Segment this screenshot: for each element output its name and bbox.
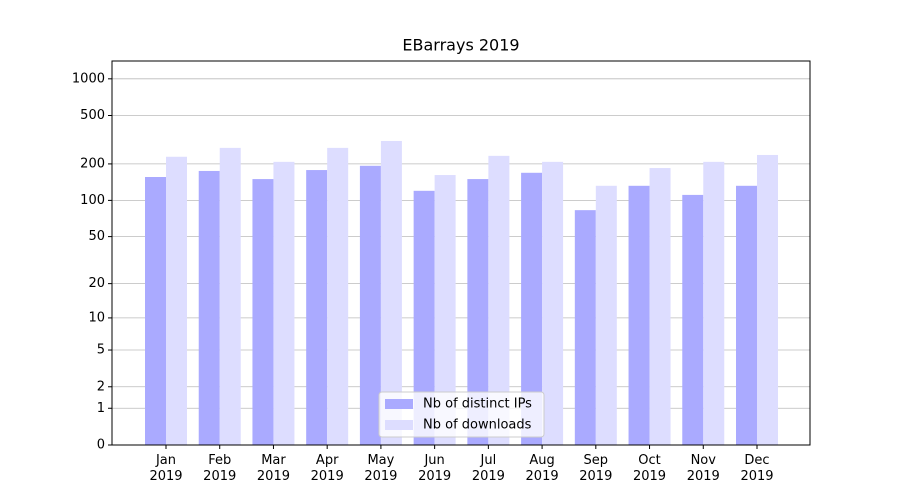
- chart-title: EBarrays 2019: [402, 36, 519, 55]
- bar: [649, 168, 671, 445]
- y-tick-label: 200: [80, 156, 105, 171]
- bar: [628, 185, 650, 445]
- x-tick-label: Sep 2019: [579, 453, 613, 484]
- bar: [198, 170, 220, 446]
- legend-label: Nb of downloads: [423, 418, 532, 433]
- plot-frame: [111, 60, 811, 446]
- y-tick-label: 1: [97, 401, 105, 416]
- bar: [273, 161, 295, 445]
- x-tick-label: Mar 2019: [256, 453, 290, 484]
- x-tick-label: Oct 2019: [632, 453, 667, 484]
- bar: [467, 179, 489, 445]
- bar: [574, 210, 596, 445]
- bar: [703, 161, 725, 445]
- y-tick-label: 50: [88, 229, 105, 244]
- x-tick-label: Jan 2019: [149, 453, 183, 484]
- bar: [145, 177, 166, 445]
- bar: [359, 165, 381, 446]
- y-tick-label: 2: [97, 379, 105, 394]
- x-tick-label: Nov 2019: [686, 453, 720, 484]
- bar: [166, 156, 187, 445]
- bar: [736, 185, 757, 445]
- y-tick-label: 100: [80, 193, 105, 208]
- y-tick-label: 0: [97, 438, 105, 453]
- bar: [434, 175, 456, 446]
- legend-label: Nb of distinct IPs: [423, 397, 532, 412]
- bar: [757, 154, 778, 445]
- legend-box: [378, 391, 545, 438]
- bar: [521, 172, 543, 445]
- y-tick-label: 5: [97, 343, 105, 358]
- y-tick-label: 1000: [72, 71, 105, 86]
- x-tick-label: Jun 2019: [418, 453, 452, 484]
- x-tick-label: Dec 2019: [740, 453, 774, 484]
- bar: [219, 147, 241, 446]
- bar: [488, 155, 510, 445]
- x-tick-label: May 2019: [364, 453, 398, 484]
- bar: [542, 161, 564, 445]
- x-tick-label: Aug 2019: [525, 453, 559, 484]
- bar: [595, 185, 617, 445]
- y-tick-label: 20: [88, 276, 105, 291]
- x-tick-label: Apr 2019: [310, 453, 344, 484]
- x-tick-label: Jul 2019: [471, 453, 505, 484]
- bar: [252, 179, 274, 445]
- x-tick-label: Feb 2019: [203, 453, 237, 484]
- bar: [306, 170, 328, 445]
- legend-swatch: [385, 420, 413, 430]
- bar: [682, 194, 704, 445]
- bar: [413, 190, 435, 445]
- bar: [380, 140, 402, 446]
- legend-swatch: [385, 399, 413, 409]
- y-tick-label: 500: [80, 108, 105, 123]
- bar: [327, 147, 349, 446]
- y-tick-label: 10: [88, 310, 105, 325]
